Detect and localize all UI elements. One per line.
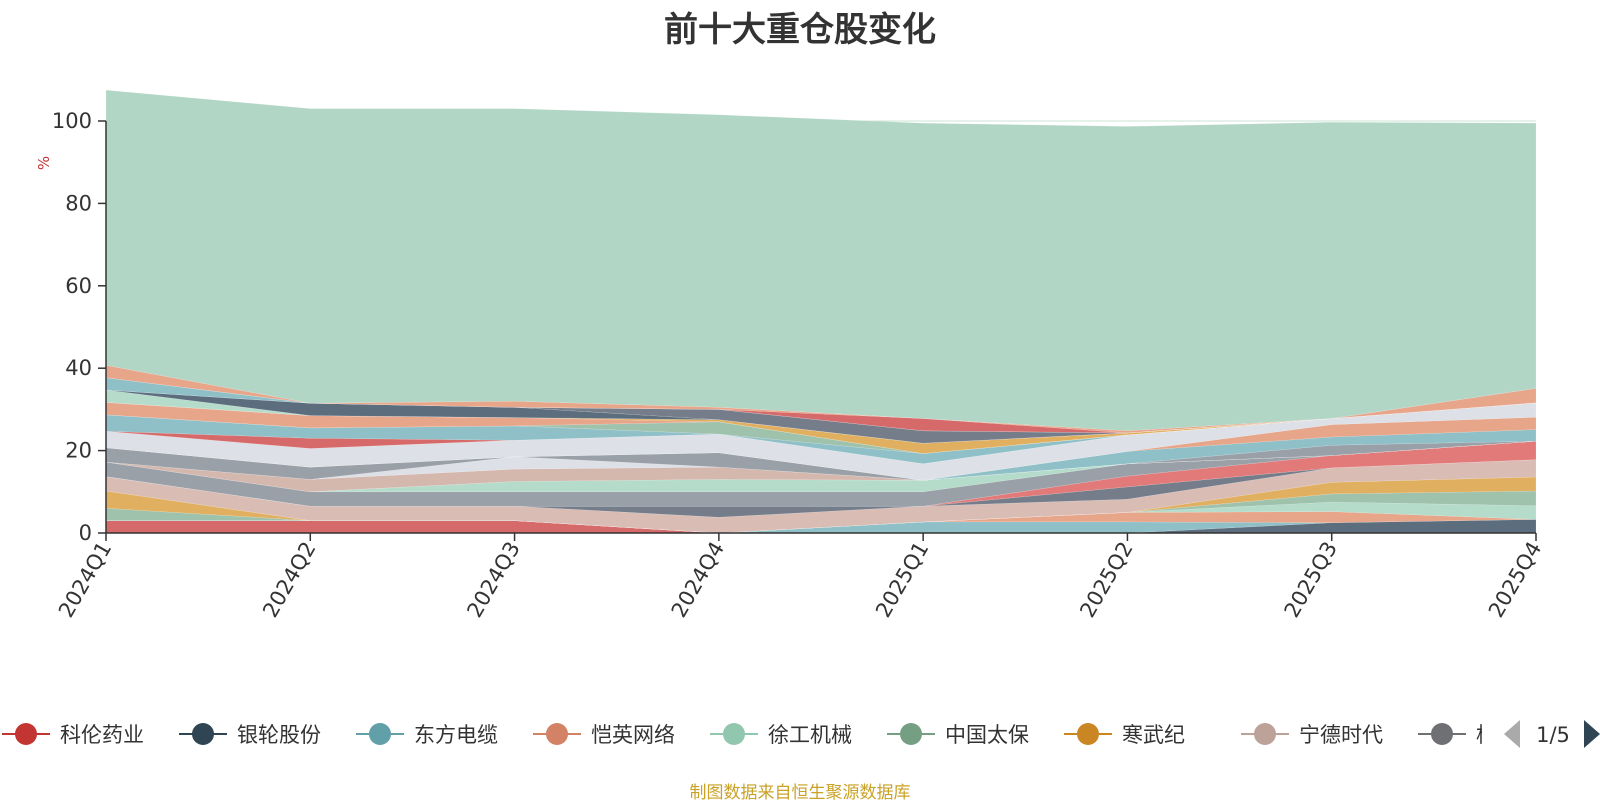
legend-label: 恺英网络 xyxy=(591,723,675,747)
data-source-note: 制图数据来自恒生聚源数据库 xyxy=(689,783,911,803)
legend-item[interactable]: 银轮股份 xyxy=(179,723,321,747)
legend-page-indicator: 1/5 xyxy=(1536,723,1570,747)
x-tick-label: 2024Q3 xyxy=(462,538,524,622)
legend-marker-icon xyxy=(900,723,922,745)
legend-item[interactable]: 寒武纪 xyxy=(1064,723,1185,747)
legend-item[interactable]: 科伦药业 xyxy=(2,723,144,747)
legend-label: 科伦药业 xyxy=(60,723,144,747)
y-tick-label: 40 xyxy=(65,356,92,380)
y-tick-label: 80 xyxy=(65,191,92,215)
x-tick-label: 2025Q3 xyxy=(1280,538,1342,622)
legend-item[interactable]: 中国太保 xyxy=(887,723,1029,747)
legend-item[interactable]: 格力电器 xyxy=(1418,723,1560,747)
y-tick-label: 0 xyxy=(79,521,92,545)
legend-label: 东方电缆 xyxy=(414,723,498,747)
x-tick-label: 2024Q1 xyxy=(54,538,116,622)
legend-prev-icon[interactable] xyxy=(1504,720,1520,748)
y-axis-label: % xyxy=(35,156,53,170)
y-tick-label: 100 xyxy=(52,109,92,133)
x-tick-label: 2025Q1 xyxy=(871,538,933,622)
legend-marker-icon xyxy=(1431,723,1453,745)
legend-marker-icon xyxy=(192,723,214,745)
legend-label: 宁德时代 xyxy=(1299,723,1383,747)
chart-title: 前十大重仓股变化 xyxy=(664,10,936,50)
legend-next-icon[interactable] xyxy=(1584,720,1600,748)
legend-marker-icon xyxy=(1254,723,1276,745)
x-tick-label: 2025Q4 xyxy=(1484,538,1546,622)
legend-label: 寒武纪 xyxy=(1122,723,1185,747)
legend-label: 格力电器 xyxy=(1476,723,1560,747)
legend-marker-icon xyxy=(1077,723,1099,745)
legend-marker-icon xyxy=(369,723,391,745)
legend[interactable]: 科伦药业 银轮股份 东方电缆 恺英网络 徐工机械 中国太保 寒武纪 宁德时代 格力电器 xyxy=(2,723,1560,747)
area-series-28 xyxy=(105,364,1537,434)
legend-item[interactable]: 恺英网络 xyxy=(533,723,675,747)
legend-item[interactable]: 东方电缆 xyxy=(356,723,498,747)
x-tick-label: 2025Q2 xyxy=(1075,538,1137,622)
area-series-29 xyxy=(105,89,1537,432)
y-tick-label: 20 xyxy=(65,439,92,463)
legend-marker-icon xyxy=(723,723,745,745)
legend-marker-icon xyxy=(546,723,568,745)
legend-label: 徐工机械 xyxy=(768,723,852,747)
y-tick-label: 60 xyxy=(65,274,92,298)
x-tick-label: 2024Q4 xyxy=(667,538,729,622)
legend-item[interactable]: 宁德时代 xyxy=(1241,723,1383,747)
stacked-areas xyxy=(105,89,1537,534)
legend-marker-icon xyxy=(15,723,37,745)
legend-pager[interactable]: 1/5 xyxy=(1504,720,1600,748)
legend-item[interactable]: 徐工机械 xyxy=(710,723,852,747)
legend-label: 中国太保 xyxy=(945,723,1029,747)
x-tick-label: 2024Q2 xyxy=(258,538,320,622)
legend-label: 银轮股份 xyxy=(237,723,321,747)
